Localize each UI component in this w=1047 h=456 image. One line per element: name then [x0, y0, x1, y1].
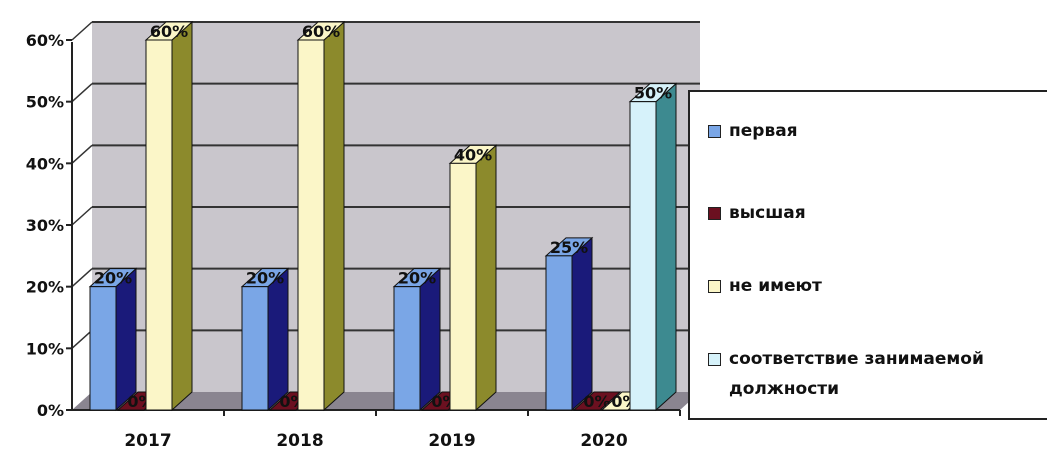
y-tick-label: 10% — [26, 339, 64, 358]
gridline-depth — [71, 268, 93, 288]
legend-label-none: не имеют — [729, 276, 822, 296]
bar-side — [267, 267, 289, 412]
legend-swatch-position — [708, 353, 721, 366]
legend-label-position: соответствие занимаемой должности — [729, 349, 984, 399]
y-tick-label: 50% — [26, 93, 64, 112]
bar — [117, 409, 145, 411]
bar — [145, 39, 173, 411]
y-tick-label: 20% — [26, 278, 64, 297]
bar — [573, 409, 601, 411]
bar — [241, 286, 269, 411]
gridline-depth — [71, 83, 93, 103]
chart-legend: первая высшая не имеют соответствие зани… — [688, 90, 1047, 420]
legend-swatch-highest — [708, 207, 721, 220]
x-tick-label: 2018 — [276, 431, 323, 451]
bar — [545, 255, 573, 411]
data-label: 50% — [634, 84, 672, 103]
bar — [629, 101, 657, 411]
x-tick-label: 2019 — [428, 431, 475, 451]
bar — [297, 39, 325, 411]
legend-item-highest: высшая — [708, 203, 806, 228]
bar — [89, 286, 117, 411]
y-tick-label: 30% — [26, 216, 64, 235]
legend-label-highest: высшая — [729, 203, 806, 223]
gridline-depth — [71, 329, 93, 349]
x-tick-label: 2020 — [580, 431, 627, 451]
y-tick-label: 60% — [26, 31, 64, 50]
bar-side — [571, 236, 593, 412]
data-label: 25% — [550, 238, 588, 257]
y-tick-label: 40% — [26, 154, 64, 173]
y-tick-label: 0% — [37, 401, 64, 420]
legend-swatch-none — [708, 280, 721, 293]
data-label: 60% — [302, 22, 340, 41]
bar — [393, 286, 421, 411]
plot-back-wall — [72, 22, 700, 410]
data-label: 0% — [583, 392, 610, 411]
bar — [601, 409, 629, 411]
bar-side — [475, 144, 497, 412]
gridline-depth — [71, 206, 93, 226]
legend-item-position: соответствие занимаемой должности — [708, 349, 1038, 404]
bar — [421, 409, 449, 411]
data-label: 20% — [398, 269, 436, 288]
gridline-depth — [71, 144, 93, 164]
bar-side — [171, 20, 193, 412]
gridline-depth — [71, 21, 93, 41]
bar-side — [655, 82, 677, 412]
bar-side — [115, 267, 137, 412]
x-tick-label: 2017 — [124, 431, 171, 451]
bar — [449, 162, 477, 411]
legend-label-first: первая — [729, 121, 798, 141]
data-label: 20% — [246, 269, 284, 288]
legend-item-first: первая — [708, 121, 798, 146]
bar-side — [419, 267, 441, 412]
data-label: 20% — [94, 269, 132, 288]
legend-swatch-first — [708, 125, 721, 138]
bar-side — [323, 20, 345, 412]
legend-item-none: не имеют — [708, 276, 822, 301]
data-label: 40% — [454, 145, 492, 164]
data-label: 60% — [150, 22, 188, 41]
bar — [269, 409, 297, 411]
plot-floor — [72, 392, 700, 410]
